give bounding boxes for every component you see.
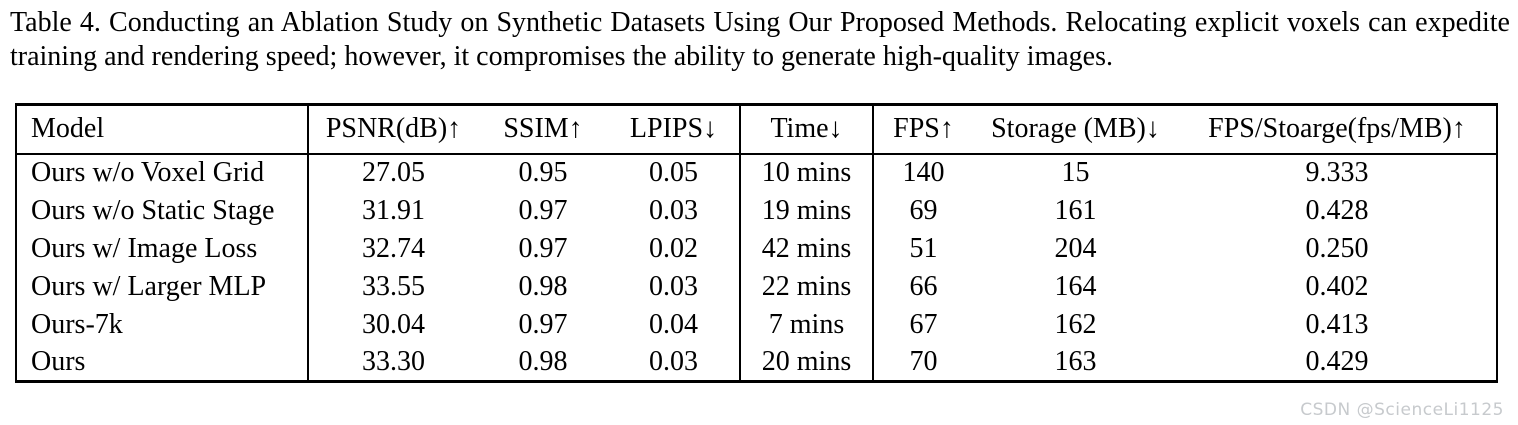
table-row: Ours w/ Image Loss 32.74 0.97 0.02 42 mins 51… [15,229,1498,268]
value-cell: 32.74 [307,229,478,268]
value-cell: 20 mins [739,343,873,382]
value-cell: 67 [872,305,973,344]
value-cell: 0.05 [649,157,698,188]
value-cell: 162 [1054,308,1097,340]
value-cell: 66 [872,267,973,306]
table-row: Ours-7k 30.04 0.97 0.04 7 mins 67 162 0.413 [15,305,1498,344]
model-cell: Ours w/o Voxel Grid [15,153,308,192]
caption-line-1: Table 4. Conducting an Ablation Study on… [10,7,1510,38]
value-cell: 27.05 [307,153,478,192]
value-cell: 0.03 [649,194,698,226]
value-cell: 7 mins [739,305,873,344]
col-header-model: Model [15,104,308,155]
value-cell: 140 [872,153,973,192]
col-header-storage: Storage (MB)↓ [973,104,1178,155]
value-cell: 30.04 [307,305,478,344]
value-cell: 10 mins [739,153,873,192]
value-cell: 0.97 [518,194,568,226]
value-cell: 9.333 [1178,153,1498,192]
value-cell: 0.428 [1178,191,1498,230]
value-cell: 0.250 [1178,229,1498,268]
value-cell: 0.03 [649,270,698,302]
value-cell: 42 mins [739,229,873,268]
model-cell: Ours [15,343,308,382]
value-cell: 22 mins [739,267,873,306]
value-cell: 0.03 [649,345,698,377]
ablation-table: Model PSNR(dB)↑ SSIM↑ LPIPS↓ Time↓ FPS↑ … [15,103,1498,383]
col-header-lpips: LPIPS↓ [608,104,740,155]
col-header-fps: FPS↑ [872,104,973,155]
table-header-row: Model PSNR(dB)↑ SSIM↑ LPIPS↓ Time↓ FPS↑ … [15,104,1498,155]
col-header-ssim: SSIM↑ [478,104,608,155]
value-cell: 15 [1061,157,1090,188]
caption-line-2: training and rendering speed; however, i… [10,41,1114,72]
value-cell: 33.30 [307,343,478,382]
model-cell: Ours w/o Static Stage [15,191,308,230]
col-header-fps-storage: FPS/Stoarge(fps/MB)↑ [1178,104,1498,155]
value-cell: 0.98 [518,270,568,302]
value-cell: 0.02 [649,232,698,264]
model-cell: Ours w/ Larger MLP [15,267,308,306]
table-body: Ours w/o Voxel Grid 27.05 0.95 0.05 10 mins 1… [15,153,1498,382]
value-cell: 51 [872,229,973,268]
model-cell: Ours-7k [15,305,308,344]
value-cell: 69 [872,191,973,230]
table-row: Ours 33.30 0.98 0.03 20 mins 70 163 0.429 [15,343,1498,382]
value-cell: 0.429 [1178,343,1498,382]
value-cell: 0.413 [1178,305,1498,344]
col-header-time: Time↓ [739,104,873,155]
value-cell: 161 [1054,194,1097,226]
ablation-table-container: Model PSNR(dB)↑ SSIM↑ LPIPS↓ Time↓ FPS↑ … [15,103,1500,383]
value-cell: 31.91 [307,191,478,230]
value-cell: 0.97 [518,232,568,264]
value-cell: 19 mins [739,191,873,230]
value-cell: 0.402 [1178,267,1498,306]
model-cell: Ours w/ Image Loss [15,229,308,268]
value-cell: 204 [1054,232,1097,264]
value-cell: 70 [872,343,973,382]
value-cell: 0.98 [518,345,568,377]
csdn-watermark: CSDN @ScienceLi1125 [1300,400,1504,420]
value-cell: 163 [1054,345,1097,377]
table-row: Ours w/o Static Stage 31.91 0.97 0.03 19 min… [15,191,1498,230]
value-cell: 0.97 [518,308,568,340]
table-caption: Table 4. Conducting an Ablation Study on… [10,6,1510,74]
col-header-psnr: PSNR(dB)↑ [307,104,478,155]
value-cell: 0.95 [518,157,568,188]
table-row: Ours w/o Voxel Grid 27.05 0.95 0.05 10 mins 1… [15,153,1498,192]
value-cell: 33.55 [307,267,478,306]
table-row: Ours w/ Larger MLP 33.55 0.98 0.03 22 mins 66… [15,267,1498,306]
value-cell: 164 [1054,270,1097,302]
value-cell: 0.04 [649,308,698,340]
